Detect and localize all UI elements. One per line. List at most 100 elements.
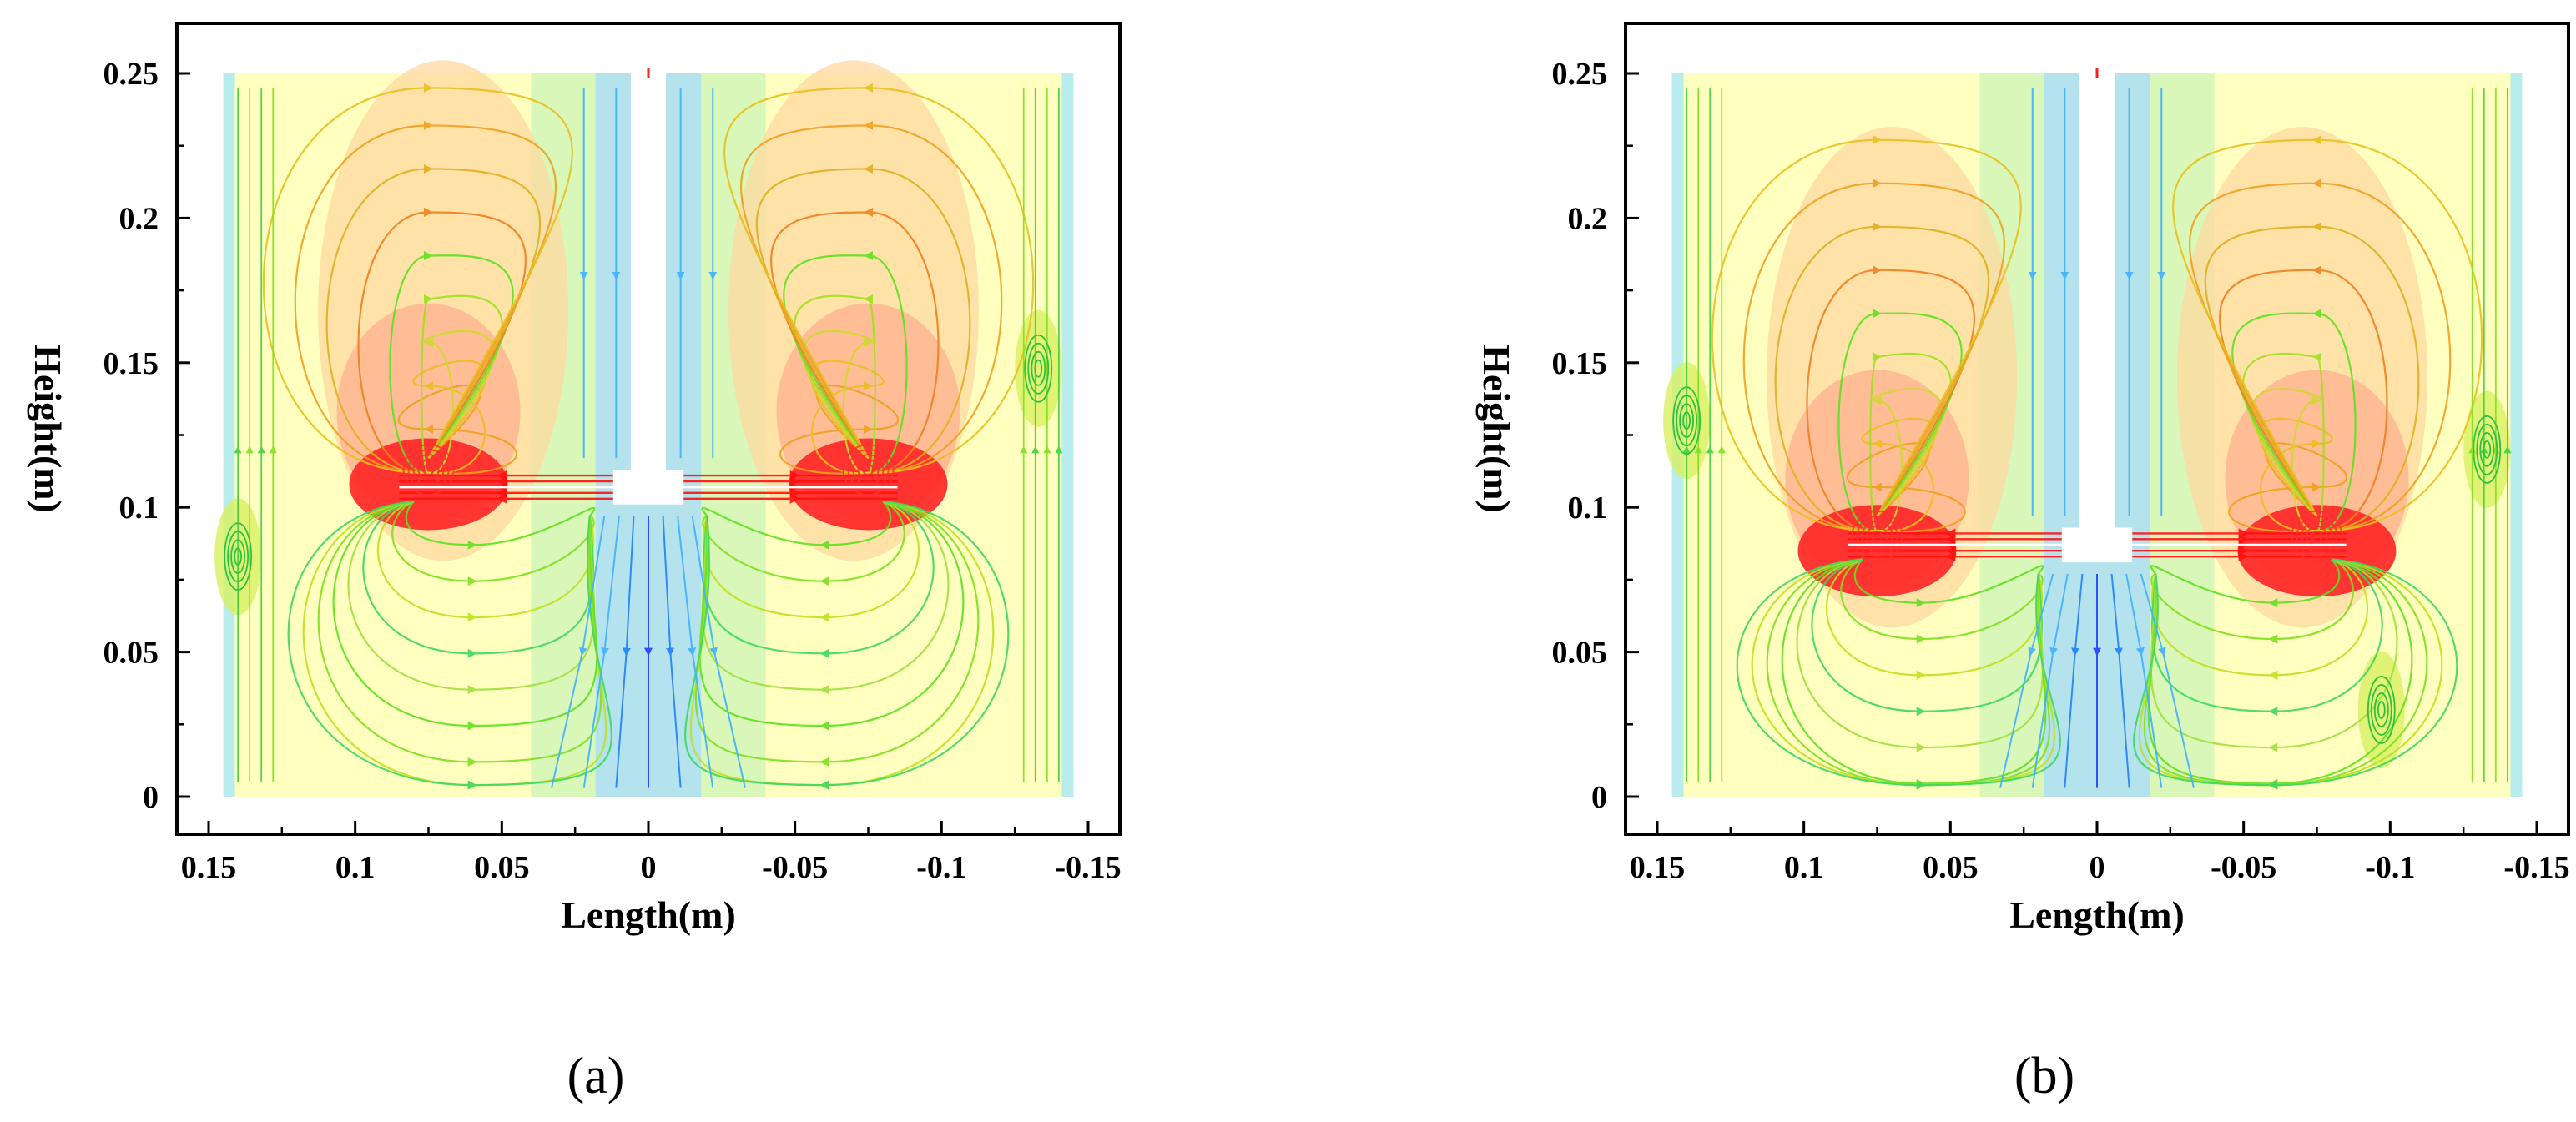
wall-vortex-ring [1672, 386, 1701, 455]
panel-b: 0.15 0.1 0.05 0 -0.05 -0.1 -0.15 00.050.10.150… [1475, 22, 2570, 1104]
streamline [2031, 573, 2069, 788]
streamline [698, 501, 965, 731]
wall-vortex-ring [1024, 334, 1053, 403]
streamline [740, 120, 1003, 474]
y-tick-label: 0.2 [1568, 201, 1608, 236]
y-tick-label: 0.2 [119, 201, 159, 236]
vortex-ring [1871, 530, 1883, 542]
wall-vortex-ring [2370, 684, 2392, 736]
y-tick-label: 0.05 [1552, 636, 1608, 671]
panel-a: 0.15 0.1 0.05 0 -0.05 -0.1 -0.15 00.050.10.150… [27, 22, 1122, 1104]
shaft [2079, 70, 2115, 528]
vortex-ring [2301, 520, 2333, 552]
x-tick-label: 0.1 [335, 850, 376, 885]
streamline [1711, 135, 2022, 532]
vortex-ring [847, 449, 890, 491]
streamline [691, 516, 746, 788]
streamline [2125, 573, 2163, 788]
impeller-geometry-a [399, 68, 898, 505]
streamline [332, 501, 598, 731]
streamline [662, 516, 682, 788]
streamline [701, 501, 892, 550]
wall-vortex-ring [1676, 395, 1698, 447]
streamline [615, 516, 635, 788]
streamline [1999, 573, 2054, 788]
impeller-geometry-b [1848, 68, 2347, 563]
streamline [1736, 558, 2061, 790]
wall-vortex-ring [2476, 423, 2498, 475]
vortex-ring [857, 459, 880, 481]
wall-vortex-ring [1034, 359, 1043, 378]
x-tick-label: 0.05 [474, 850, 530, 885]
x-ticks-b: 0.15 0.1 0.05 0 -0.05 -0.1 -0.15 [1630, 821, 2570, 885]
vortex-ring [422, 464, 435, 476]
vortex-ring [1866, 525, 1888, 547]
vortex-ring [1856, 515, 1898, 557]
x-axis-label-a: Length(m) [561, 893, 736, 936]
streamline [2140, 573, 2195, 788]
wall-vortex-ring [1679, 403, 1695, 439]
y-ticks-a: 0 0.05 0.1 0.15 0.2 0.25 [103, 57, 190, 815]
vortex-ring [862, 464, 875, 476]
y-axis-label-b: Height(m) [1475, 345, 1518, 513]
wall-vortex-ring [2473, 415, 2502, 484]
streamlines-b [1672, 88, 2512, 790]
streamline [287, 501, 612, 790]
streamline [582, 516, 620, 788]
streamline [294, 120, 557, 474]
wall-vortex-ring [2479, 431, 2495, 467]
y-tick-label: 0.25 [103, 57, 159, 92]
field-wall-right [1061, 73, 1074, 797]
vortex-ring [1851, 510, 1903, 562]
streamline [405, 501, 596, 550]
streamline [262, 83, 573, 474]
y-tick-label: 0 [1591, 780, 1607, 815]
x-tick-label: -0.05 [762, 850, 828, 885]
wall-vortex-ring [2367, 676, 2396, 744]
wall-vortex-ring [227, 531, 250, 583]
wall-vortex-ring [234, 547, 243, 566]
y-tick-label: 0.1 [119, 491, 159, 526]
field-wall-left [223, 73, 235, 797]
field-wall-vortex [1015, 309, 1062, 427]
vortex-ring [407, 449, 450, 491]
y-tick-label: 0 [143, 780, 159, 815]
vortex-ring [2291, 510, 2343, 562]
y-tick-label: 0.25 [1552, 57, 1608, 92]
wall-vortex-ring [2377, 701, 2386, 719]
x-tick-label: 0.15 [181, 850, 237, 885]
y-axis-label-a: Height(m) [27, 345, 69, 513]
vortex-ring [2296, 515, 2338, 557]
streamline [684, 501, 1010, 790]
x-tick-label: 0.05 [1923, 850, 1979, 885]
x-tick-label: 0.1 [1784, 850, 1824, 885]
streamline [325, 164, 542, 474]
y-tick-label: 0.05 [103, 636, 159, 671]
x-tick-label: 0.15 [1630, 850, 1686, 885]
vortex-ring [1861, 520, 1893, 552]
wall-vortex-ring [2373, 692, 2389, 727]
vortex-ring [417, 459, 440, 481]
x-tick-label: -0.1 [2365, 850, 2415, 885]
x-tick-label: -0.15 [1055, 850, 1121, 885]
streamline [2133, 558, 2458, 790]
streamline [551, 516, 606, 788]
panel-caption-a: (a) [567, 1048, 625, 1104]
vortex-ring [852, 454, 885, 486]
x-tick-label: -0.05 [2211, 850, 2276, 885]
streamline [723, 83, 1035, 474]
wall-vortex-ring [230, 539, 246, 575]
x-axis-label-b: Length(m) [2009, 893, 2185, 936]
field-wall-vortex [2463, 390, 2511, 508]
streamline [2150, 558, 2341, 608]
y-tick-label: 0.15 [1552, 346, 1608, 381]
wall-vortex-ring [2483, 440, 2492, 459]
vortex-ring [402, 444, 455, 496]
streamline [1853, 558, 2044, 608]
vortex-ring [2311, 530, 2323, 542]
wall-vortex-ring [1027, 342, 1050, 395]
x-ticks-a: 0.15 0.1 0.05 0 -0.05 -0.1 -0.15 [181, 821, 1122, 885]
wall-vortex-ring [1682, 411, 1691, 430]
streamline [755, 164, 971, 474]
